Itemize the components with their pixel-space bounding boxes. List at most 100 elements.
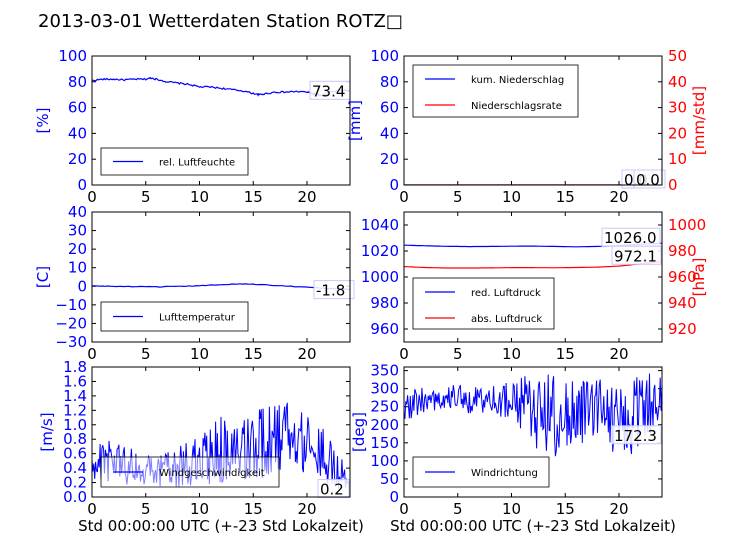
x-tick-label: 10 (190, 500, 209, 518)
y-tick-label: 100 (58, 47, 87, 65)
y-tick-label: 1.8 (63, 358, 87, 376)
value-annotation-box (313, 280, 355, 300)
x-tick-label: 20 (297, 188, 316, 206)
x-tick-label: 5 (453, 500, 463, 518)
x-tick-label: 0 (399, 500, 409, 518)
y-tick-label: 200 (370, 416, 399, 434)
value-annotation: 0.0 (636, 171, 660, 189)
plot-frame (403, 211, 663, 343)
y2-tick-label: 960 (668, 268, 697, 286)
y2-tick-label: 50 (668, 47, 687, 65)
legend-box (412, 64, 579, 118)
legend-label: Windgeschwindigkeit (159, 468, 265, 479)
y-tick-label: 1.2 (63, 401, 87, 419)
value-annotation: 1026.0 (604, 229, 657, 247)
x-tick-label: 5 (141, 345, 151, 363)
y2-axis-label: [mm/std] (690, 86, 708, 155)
legend-label: rel. Luftfeuchte (159, 158, 235, 169)
x-tick-label: 20 (297, 345, 316, 363)
value-annotation: 0.2 (320, 481, 344, 499)
x-tick-label: 0 (399, 345, 409, 363)
y-tick-label: 250 (370, 398, 399, 416)
plot-frame (91, 366, 351, 498)
y-axis-label: [%] (34, 108, 52, 134)
y-tick-label: 0 (389, 176, 399, 194)
plot-frame (91, 55, 351, 186)
legend-label: abs. Luftdruck (471, 314, 542, 325)
value-annotation: -1.8 (316, 282, 345, 300)
y-tick-label: 20 (68, 240, 87, 258)
y-axis-label: [m/s] (38, 412, 56, 451)
y2-tick-label: 20 (668, 124, 687, 142)
x-axis-label: Std 00:00:00 UTC (+-23 Std Lokalzeit) (78, 517, 364, 535)
chart-title: 2013-03-01 Wetterdaten Station ROTZ□ (38, 11, 403, 32)
y-tick-label: 980 (370, 294, 399, 312)
value-annotation-box (611, 245, 662, 265)
x-tick-label: 20 (297, 500, 316, 518)
y-tick-label: 40 (68, 203, 87, 221)
value-annotation-box (611, 425, 662, 445)
y-tick-label: −20 (55, 314, 87, 332)
y-tick-label: 0 (77, 176, 87, 194)
x-tick-label: 0 (87, 345, 97, 363)
y-tick-label: 10 (68, 259, 87, 277)
y-tick-label: 60 (68, 99, 87, 117)
plot-frame (91, 211, 351, 343)
y-tick-label: 1040 (361, 216, 399, 234)
y-tick-label: 0.4 (63, 459, 87, 477)
y-tick-label: 0.2 (63, 474, 87, 492)
legend-label: Windrichtung (471, 468, 538, 479)
legend-label: red. Luftdruck (471, 288, 541, 299)
y2-tick-label: 0 (668, 176, 678, 194)
y-tick-label: 80 (380, 73, 399, 91)
plot-frame (403, 366, 663, 498)
x-tick-label: 20 (609, 188, 628, 206)
value-annotation-box (317, 479, 350, 499)
y-tick-label: −10 (55, 296, 87, 314)
y2-tick-label: 10 (668, 150, 687, 168)
legend-label: kum. Niederschlag (471, 75, 564, 86)
y-tick-label: 100 (370, 452, 399, 470)
y-tick-label: 30 (68, 222, 87, 240)
y-axis-label: [mm] (346, 100, 364, 141)
y-tick-label: 20 (68, 150, 87, 168)
value-annotation: 73.4 (312, 82, 345, 100)
y-tick-label: 40 (380, 124, 399, 142)
value-annotation: 172.3 (614, 427, 657, 445)
y-tick-label: 100 (370, 47, 399, 65)
x-tick-label: 15 (556, 188, 575, 206)
y-tick-label: 1000 (361, 268, 399, 286)
legend-box (412, 277, 555, 330)
y-tick-label: 40 (68, 124, 87, 142)
x-tick-label: 15 (244, 188, 263, 206)
y-tick-label: 80 (68, 73, 87, 91)
x-tick-label: 10 (502, 345, 521, 363)
y-tick-label: 0 (77, 277, 87, 295)
x-tick-label: 5 (141, 500, 151, 518)
y-tick-label: 50 (380, 470, 399, 488)
y-tick-label: 0 (389, 488, 399, 506)
y-tick-label: 350 (370, 362, 399, 380)
y-tick-label: 1.0 (63, 416, 87, 434)
y-tick-label: 60 (380, 99, 399, 117)
legend-label: Lufttemperatur (159, 313, 236, 324)
x-tick-label: 5 (453, 345, 463, 363)
y-axis-label: [C] (34, 266, 52, 288)
y-tick-label: 960 (370, 320, 399, 338)
y-tick-label: 150 (370, 434, 399, 452)
x-tick-label: 10 (502, 500, 521, 518)
y2-tick-label: 1000 (668, 216, 706, 234)
y-tick-label: 1.4 (63, 387, 87, 405)
y-tick-label: 1020 (361, 242, 399, 260)
x-tick-label: 15 (244, 500, 263, 518)
x-tick-label: 20 (609, 500, 628, 518)
value-annotation-box (633, 169, 666, 189)
x-tick-label: 0 (87, 500, 97, 518)
y-tick-label: 0.0 (63, 488, 87, 506)
y2-tick-label: 40 (668, 73, 687, 91)
x-tick-label: 15 (556, 345, 575, 363)
x-axis-label: Std 00:00:00 UTC (+-23 Std Lokalzeit) (390, 517, 676, 535)
x-tick-label: 5 (453, 188, 463, 206)
x-tick-label: 15 (244, 345, 263, 363)
value-annotation: 972.1 (614, 247, 657, 265)
